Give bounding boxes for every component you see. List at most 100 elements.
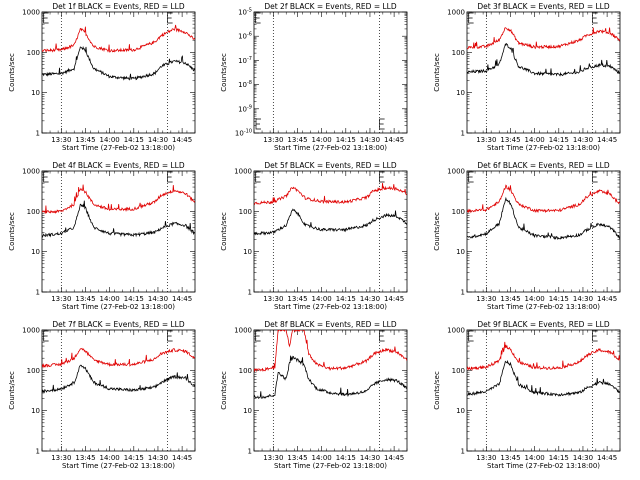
x-tick-label: 14:30 bbox=[148, 295, 168, 303]
x-tick-label: 13:30 bbox=[51, 454, 71, 462]
y-tick-label: 10 bbox=[456, 407, 465, 415]
y-tick-label: 10 bbox=[243, 248, 252, 256]
interval-bracket-marker bbox=[255, 171, 261, 183]
plot-frame bbox=[466, 329, 621, 452]
x-tick-label: 13:45 bbox=[75, 295, 95, 303]
y-tick-label: 10 bbox=[456, 248, 465, 256]
y-tick-label: 1000 bbox=[447, 9, 465, 17]
y-tick-label: 1000 bbox=[447, 168, 465, 176]
series-line-events bbox=[254, 208, 407, 236]
x-tick-label: 14:30 bbox=[573, 136, 593, 144]
y-tick-label: 1 bbox=[248, 448, 252, 456]
x-tick-label: 14:45 bbox=[172, 454, 192, 462]
y-tick-label: 1 bbox=[36, 448, 40, 456]
x-tick-label: 14:45 bbox=[172, 136, 192, 144]
x-tick-label: 14:45 bbox=[384, 136, 404, 144]
panel-title: Det 6f BLACK = Events, RED = LLD bbox=[477, 161, 610, 170]
y-tick-label: 10 bbox=[31, 407, 40, 415]
x-axis-label: Start Time (27-Feb-02 13:18:00) bbox=[487, 303, 600, 311]
x-tick-label: 14:15 bbox=[124, 295, 144, 303]
series-line-lld bbox=[254, 330, 407, 373]
x-axis-label: Start Time (27-Feb-02 13:18:00) bbox=[487, 144, 600, 152]
x-tick-label: 14:45 bbox=[384, 295, 404, 303]
series-line-lld bbox=[467, 341, 620, 372]
x-tick-label: 13:30 bbox=[263, 136, 283, 144]
x-tick-label: 14:30 bbox=[148, 454, 168, 462]
series-line-lld bbox=[254, 183, 407, 205]
y-axis-label: Counts/sec bbox=[8, 53, 16, 92]
detector-panel-7: Det 7f BLACK = Events, RED = LLD 1 10 100 10… bbox=[8, 320, 196, 470]
detector-panel-3: Det 3f BLACK = Events, RED = LLD 1 10 100 10… bbox=[433, 2, 621, 152]
panel-title: Det 8f BLACK = Events, RED = LLD bbox=[264, 320, 397, 329]
interval-bracket-marker bbox=[379, 118, 385, 130]
y-tick-label: 1 bbox=[461, 130, 465, 138]
y-tick-label: 1000 bbox=[234, 168, 252, 176]
x-axis-label: Start Time (27-Feb-02 13:18:00) bbox=[274, 462, 387, 470]
series-line-lld bbox=[42, 24, 195, 53]
plot-frame bbox=[466, 170, 621, 293]
interval-bracket-marker bbox=[43, 171, 49, 183]
x-axis-label: Start Time (27-Feb-02 13:18:00) bbox=[62, 462, 175, 470]
interval-bracket-marker bbox=[167, 171, 173, 183]
x-tick-label: 14:15 bbox=[336, 295, 356, 303]
detector-panel-5: Det 5f BLACK = Events, RED = LLD 1 10 100 10… bbox=[220, 161, 408, 311]
y-tick-label: 100 bbox=[452, 367, 465, 375]
interval-bracket-marker bbox=[379, 171, 385, 183]
x-tick-label: 14:00 bbox=[312, 136, 332, 144]
y-tick-label: 100 bbox=[452, 49, 465, 57]
plot-frame bbox=[41, 11, 196, 134]
y-tick-label: 1 bbox=[248, 289, 252, 297]
x-tick-label: 13:45 bbox=[75, 454, 95, 462]
detector-panel-9: Det 9f BLACK = Events, RED = LLD 1 10 100 10… bbox=[433, 320, 621, 470]
series-line-lld bbox=[42, 184, 195, 214]
x-tick-label: 14:15 bbox=[549, 454, 569, 462]
x-tick-label: 13:45 bbox=[287, 295, 307, 303]
x-axis-label: Start Time (27-Feb-02 13:18:00) bbox=[62, 303, 175, 311]
plot-frame bbox=[253, 11, 408, 134]
x-tick-label: 14:30 bbox=[573, 454, 593, 462]
x-tick-label: 13:45 bbox=[287, 136, 307, 144]
interval-bracket-marker bbox=[167, 12, 173, 24]
y-axis-label: Counts/sec bbox=[433, 212, 441, 251]
x-tick-label: 13:45 bbox=[500, 136, 520, 144]
y-tick-label: 100 bbox=[239, 208, 252, 216]
y-axis-label: Counts/sec bbox=[433, 53, 441, 92]
interval-bracket-marker bbox=[592, 171, 598, 183]
x-tick-label: 14:00 bbox=[525, 136, 545, 144]
y-tick-label: 1000 bbox=[22, 168, 40, 176]
x-tick-label: 14:15 bbox=[336, 136, 356, 144]
detector-panel-4: Det 4f BLACK = Events, RED = LLD 1 10 100 10… bbox=[8, 161, 196, 311]
y-tick-label: 1000 bbox=[447, 327, 465, 335]
x-tick-label: 14:15 bbox=[549, 136, 569, 144]
plot-frame bbox=[466, 11, 621, 134]
plot-frame bbox=[253, 170, 408, 293]
interval-bracket-marker bbox=[592, 330, 598, 342]
x-tick-label: 14:15 bbox=[124, 136, 144, 144]
x-tick-label: 13:45 bbox=[500, 295, 520, 303]
series-line-events bbox=[42, 45, 195, 81]
interval-bracket-marker bbox=[255, 12, 261, 24]
y-tick-label: 10 bbox=[31, 248, 40, 256]
panel-title: Det 3f BLACK = Events, RED = LLD bbox=[477, 2, 610, 11]
y-tick-label: 10-10 bbox=[235, 129, 252, 138]
x-tick-label: 14:30 bbox=[573, 295, 593, 303]
y-tick-label: 100 bbox=[452, 208, 465, 216]
series-line-lld bbox=[467, 184, 620, 214]
y-axis-label: Counts/sec bbox=[8, 371, 16, 410]
interval-bracket-marker bbox=[468, 330, 474, 342]
interval-bracket-marker bbox=[43, 330, 49, 342]
y-axis-label: Counts/sec bbox=[220, 371, 228, 410]
y-axis-label: Counts/sec bbox=[220, 212, 228, 251]
x-tick-label: 14:30 bbox=[360, 136, 380, 144]
series-line-events bbox=[467, 196, 620, 241]
x-tick-label: 14:00 bbox=[100, 136, 120, 144]
y-tick-label: 10-9 bbox=[238, 104, 252, 113]
x-tick-label: 14:15 bbox=[124, 454, 144, 462]
series-line-lld bbox=[42, 347, 195, 369]
x-tick-label: 14:15 bbox=[549, 295, 569, 303]
y-tick-label: 10-7 bbox=[238, 56, 252, 65]
y-tick-label: 100 bbox=[27, 367, 40, 375]
y-tick-label: 1000 bbox=[234, 327, 252, 335]
